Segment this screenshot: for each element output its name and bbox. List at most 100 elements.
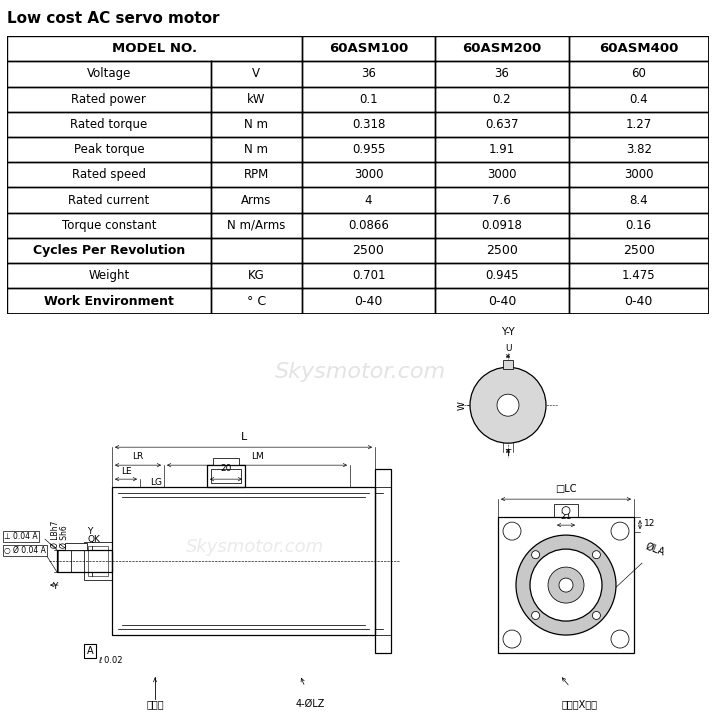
Text: kW: kW xyxy=(247,92,266,106)
Bar xyxy=(88,546,108,576)
Text: Ø LBh7: Ø LBh7 xyxy=(51,521,59,548)
Text: Rated current: Rated current xyxy=(68,193,150,207)
Text: QK: QK xyxy=(87,535,100,544)
Text: 1.475: 1.475 xyxy=(622,269,655,283)
Text: KG: KG xyxy=(248,269,265,283)
Text: 2500: 2500 xyxy=(352,244,384,257)
Bar xyxy=(84,542,112,580)
Bar xyxy=(65,543,87,550)
Text: ○ Ø 0.04 A: ○ Ø 0.04 A xyxy=(4,546,46,555)
Circle shape xyxy=(497,394,519,416)
Text: Y: Y xyxy=(52,582,58,591)
Text: LE: LE xyxy=(121,467,131,476)
Text: 36: 36 xyxy=(495,67,509,81)
Text: LG: LG xyxy=(150,478,162,487)
Text: A: A xyxy=(87,646,93,656)
Text: 0.701: 0.701 xyxy=(352,269,385,283)
Text: Rated torque: Rated torque xyxy=(70,118,147,131)
Text: Torque constant: Torque constant xyxy=(62,218,156,232)
Bar xyxy=(498,517,634,653)
Circle shape xyxy=(611,522,629,540)
Text: 0.2: 0.2 xyxy=(493,92,511,106)
Text: 7.6: 7.6 xyxy=(493,193,511,207)
Bar xyxy=(503,363,513,368)
Text: Y-Y: Y-Y xyxy=(501,327,515,337)
Text: 60ASM100: 60ASM100 xyxy=(329,42,408,56)
Text: 螺纹孔X深度: 螺纹孔X深度 xyxy=(562,699,598,709)
Text: 0-40: 0-40 xyxy=(488,294,516,308)
Text: 3000: 3000 xyxy=(354,168,383,182)
Text: 8.4: 8.4 xyxy=(629,193,648,207)
Text: N m: N m xyxy=(244,143,268,156)
Text: T: T xyxy=(505,449,511,458)
Text: 4-ØLZ: 4-ØLZ xyxy=(295,699,324,709)
Text: Peak torque: Peak torque xyxy=(74,143,144,156)
Text: 编码器: 编码器 xyxy=(146,699,164,709)
Text: MODEL NO.: MODEL NO. xyxy=(112,42,197,56)
Bar xyxy=(503,360,513,369)
Text: LM: LM xyxy=(251,452,263,461)
Circle shape xyxy=(592,611,601,619)
Text: 12: 12 xyxy=(644,518,655,528)
Circle shape xyxy=(592,551,601,559)
Text: 1.91: 1.91 xyxy=(489,143,515,156)
Circle shape xyxy=(548,567,584,603)
Circle shape xyxy=(531,551,540,559)
Text: 0.318: 0.318 xyxy=(352,118,385,131)
Text: ⊥ 0.04 A: ⊥ 0.04 A xyxy=(4,532,38,541)
Bar xyxy=(57,550,112,572)
Text: 0.0866: 0.0866 xyxy=(348,218,389,232)
Text: Cycles Per Revolution: Cycles Per Revolution xyxy=(33,244,185,257)
Text: Weight: Weight xyxy=(88,269,130,283)
Text: N m/Arms: N m/Arms xyxy=(227,218,286,232)
Text: 0.945: 0.945 xyxy=(485,269,518,283)
Text: L: L xyxy=(241,432,246,442)
Text: 2500: 2500 xyxy=(623,244,654,257)
Bar xyxy=(207,465,245,487)
Circle shape xyxy=(470,367,546,443)
Text: 0.637: 0.637 xyxy=(485,118,518,131)
Bar xyxy=(112,487,375,635)
Bar xyxy=(211,469,241,483)
Text: Work Environment: Work Environment xyxy=(44,294,174,308)
Circle shape xyxy=(559,578,573,592)
Text: 3.82: 3.82 xyxy=(626,143,652,156)
Text: N m: N m xyxy=(244,118,268,131)
Text: Rated power: Rated power xyxy=(72,92,146,106)
Text: 2500: 2500 xyxy=(486,244,518,257)
Text: 60: 60 xyxy=(632,67,646,81)
Circle shape xyxy=(503,522,521,540)
Text: Ø Sh6: Ø Sh6 xyxy=(59,526,69,548)
Text: 0.0918: 0.0918 xyxy=(481,218,522,232)
Text: 4: 4 xyxy=(364,193,372,207)
Circle shape xyxy=(611,630,629,648)
Circle shape xyxy=(516,535,616,635)
Text: 3000: 3000 xyxy=(487,168,517,182)
Text: 1.27: 1.27 xyxy=(626,118,652,131)
Circle shape xyxy=(530,549,602,621)
Bar xyxy=(213,458,239,465)
Text: U: U xyxy=(505,344,511,353)
Text: Y: Y xyxy=(87,527,92,536)
Text: Voltage: Voltage xyxy=(87,67,131,81)
Text: Skysmotor.com: Skysmotor.com xyxy=(186,538,324,556)
Text: 0.4: 0.4 xyxy=(629,92,648,106)
Bar xyxy=(554,504,578,517)
Text: 0-40: 0-40 xyxy=(354,294,383,308)
Text: LR: LR xyxy=(132,452,144,461)
Circle shape xyxy=(562,507,570,515)
Text: 0.955: 0.955 xyxy=(352,143,385,156)
Text: V: V xyxy=(252,67,260,81)
Text: Skysmotor.com: Skysmotor.com xyxy=(274,362,445,382)
Bar xyxy=(375,469,391,653)
Text: Rated speed: Rated speed xyxy=(72,168,146,182)
Text: W: W xyxy=(458,401,467,410)
Text: Arms: Arms xyxy=(241,193,271,207)
Text: 60ASM200: 60ASM200 xyxy=(463,42,541,56)
Text: ØLA: ØLA xyxy=(644,541,666,557)
Text: RPM: RPM xyxy=(243,168,269,182)
Text: 0.16: 0.16 xyxy=(626,218,652,232)
Text: □LC: □LC xyxy=(555,484,577,494)
Text: 60ASM400: 60ASM400 xyxy=(599,42,678,56)
Text: 0.1: 0.1 xyxy=(359,92,378,106)
